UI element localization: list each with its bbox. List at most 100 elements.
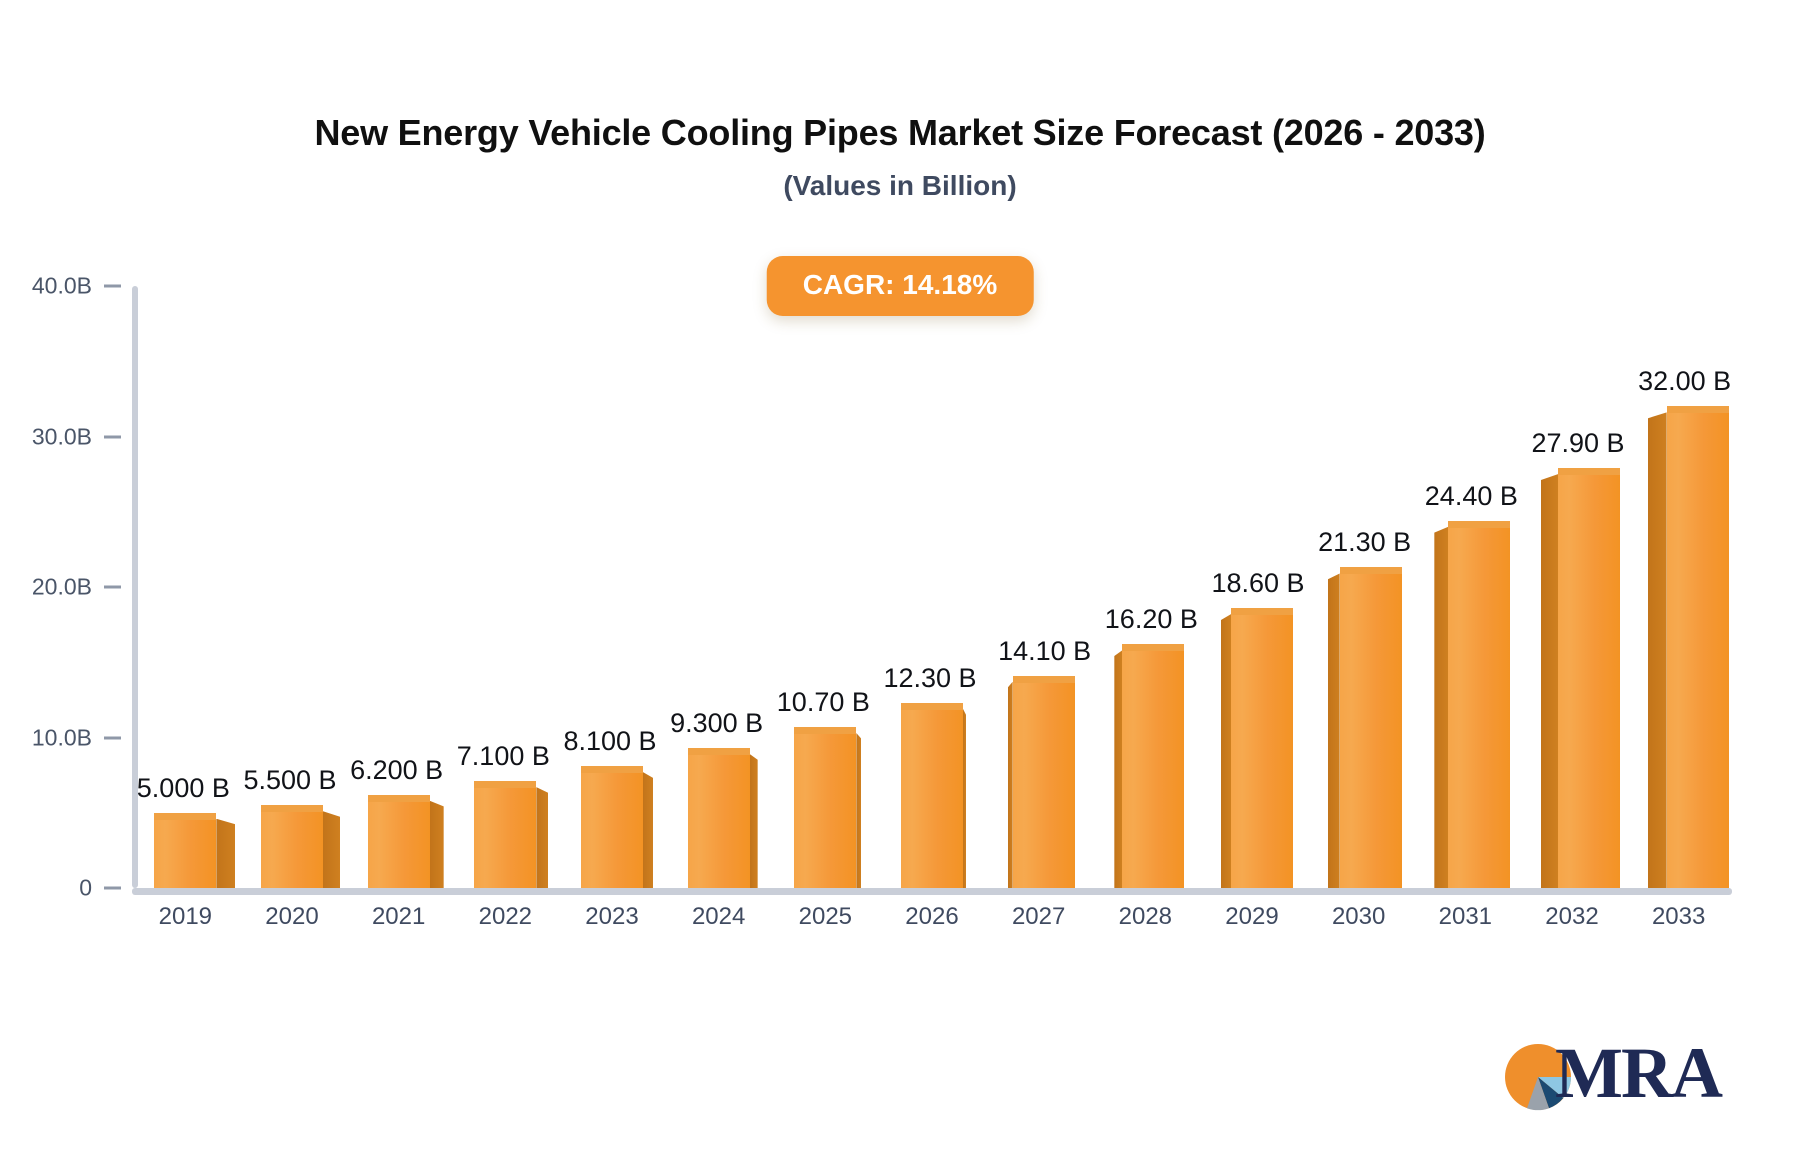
bar-column[interactable]	[1418, 286, 1512, 888]
y-tick-mark	[104, 284, 121, 288]
x-tick-label-2022: 2022	[478, 903, 533, 930]
bar-side-face	[963, 708, 966, 888]
bar-front-face	[901, 702, 963, 888]
bar-column[interactable]	[778, 286, 872, 888]
bar-value-label: 5.500 B	[243, 765, 337, 796]
bar-front-face	[1339, 567, 1402, 888]
bar-top-face	[1012, 675, 1075, 683]
y-tick-mark	[104, 585, 121, 589]
bar-top-face	[261, 805, 323, 813]
chart-title: New Energy Vehicle Cooling Pipes Market …	[314, 112, 1486, 153]
y-tick-label: 20.0B	[31, 573, 92, 600]
bar-value-label: 5.000 B	[136, 772, 230, 803]
bar-column[interactable]	[1312, 286, 1406, 888]
bar-top-face	[154, 812, 217, 820]
bar-side-face	[1114, 650, 1123, 888]
bar-side-face	[429, 800, 444, 888]
x-tick-label-2033: 2033	[1651, 903, 1706, 930]
bar-2019[interactable]	[138, 812, 236, 888]
bar-front-face	[367, 794, 430, 888]
y-tick-mark	[104, 736, 121, 739]
bar-side-face	[216, 818, 236, 888]
bar-2027[interactable]	[992, 675, 1086, 888]
bar-column[interactable]	[1525, 286, 1620, 888]
bar-2031[interactable]	[1418, 520, 1512, 888]
bar-value-label: 8.100 B	[563, 726, 657, 757]
bar-side-face	[536, 787, 549, 888]
bar-2022[interactable]	[458, 781, 552, 888]
bar-side-face	[1221, 614, 1231, 888]
bar-column[interactable]	[352, 286, 446, 888]
bar-2028[interactable]	[1098, 644, 1192, 888]
bar-2024[interactable]	[672, 748, 766, 888]
bar-value-label: 10.70 B	[776, 686, 870, 717]
bar-value-label: 6.200 B	[350, 754, 444, 785]
bar-top-face	[367, 794, 430, 802]
x-tick-label-2031: 2031	[1438, 903, 1493, 930]
x-tick-label-2028: 2028	[1118, 903, 1173, 930]
x-tick-label-2026: 2026	[905, 903, 959, 930]
logo-wordmark: MRA	[1555, 1033, 1723, 1113]
y-tick-mark	[104, 886, 121, 890]
bar-top-face	[581, 766, 643, 774]
bar-front-face	[1448, 520, 1511, 888]
mra-logo: MRA	[1493, 1030, 1733, 1130]
pie-chart-icon	[1501, 1040, 1575, 1119]
y-tick-label: 0	[79, 874, 92, 901]
bar-front-face	[1231, 608, 1293, 888]
bar-top-face	[1666, 406, 1729, 414]
bar-column[interactable]	[1205, 286, 1299, 888]
bar-column[interactable]	[138, 286, 236, 888]
chart-subtitle: (Values in Billion)	[783, 170, 1017, 201]
bar-value-label: 18.60 B	[1211, 568, 1305, 599]
bar-front-face	[1558, 468, 1620, 888]
bar-front-face	[1122, 644, 1185, 888]
bar-column[interactable]	[565, 286, 659, 888]
bar-side-face	[1327, 573, 1340, 888]
x-tick-label-2021: 2021	[371, 903, 426, 930]
bar-column[interactable]	[992, 286, 1086, 888]
bar-column[interactable]	[672, 286, 766, 888]
bar-value-label: 7.100 B	[456, 741, 550, 772]
bar-2029[interactable]	[1205, 608, 1299, 888]
bar-2030[interactable]	[1312, 567, 1406, 888]
bar-2021[interactable]	[352, 794, 446, 888]
bar-front-face	[794, 726, 857, 888]
bar-2032[interactable]	[1525, 468, 1620, 888]
bar-value-label: 14.10 B	[998, 635, 1092, 666]
y-tick-mark	[104, 435, 121, 438]
x-tick-label-2024: 2024	[691, 903, 746, 930]
bar-value-label: 9.300 B	[670, 708, 764, 739]
bar-2023[interactable]	[565, 766, 659, 888]
bar-2020[interactable]	[245, 805, 340, 888]
bar-top-face	[901, 702, 963, 710]
y-tick-label: 30.0B	[31, 423, 92, 449]
bar-side-face	[1541, 474, 1558, 888]
bar-2033[interactable]	[1632, 406, 1729, 888]
bar-front-face	[1012, 675, 1075, 888]
x-tick-label-2025: 2025	[798, 903, 853, 930]
y-axis-line	[132, 286, 138, 888]
x-axis-line	[132, 888, 1732, 895]
bar-series: 5.000 B 5.500 B 6.200 B 7.100 B 8.100 B 9.300…	[132, 286, 1732, 888]
bar-2025[interactable]	[778, 726, 872, 888]
bar-front-face	[154, 812, 217, 888]
bar-side-face	[1007, 681, 1013, 888]
bar-column[interactable]	[245, 286, 340, 888]
bar-value-label: 24.40 B	[1424, 480, 1518, 511]
bar-value-label: 12.30 B	[883, 662, 977, 693]
x-tick-label-2030: 2030	[1331, 903, 1386, 930]
bar-2026[interactable]	[885, 702, 979, 888]
bar-side-face	[323, 811, 340, 888]
x-tick-label-2019: 2019	[158, 903, 213, 930]
bar-column[interactable]	[1632, 286, 1729, 888]
bar-column[interactable]	[458, 286, 552, 888]
bar-front-face	[1666, 406, 1729, 888]
bar-column[interactable]	[1098, 286, 1192, 888]
bar-value-label: 21.30 B	[1318, 527, 1412, 558]
bar-column[interactable]	[885, 286, 979, 888]
x-tick-label-2027: 2027	[1011, 903, 1066, 930]
bar-top-face	[474, 781, 537, 789]
y-tick-label: 10.0B	[31, 724, 92, 750]
